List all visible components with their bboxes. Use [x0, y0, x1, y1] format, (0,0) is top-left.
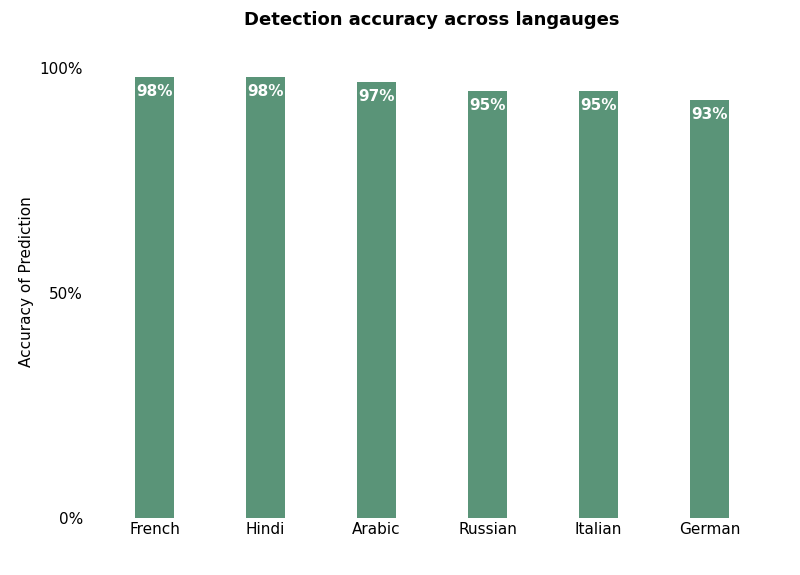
Bar	[135, 78, 174, 518]
Text: 98%: 98%	[247, 84, 284, 99]
Y-axis label: Accuracy of Prediction: Accuracy of Prediction	[19, 197, 34, 367]
Bar	[246, 78, 285, 518]
Bar	[690, 100, 729, 518]
Text: 95%: 95%	[580, 98, 617, 113]
Bar	[579, 91, 618, 518]
Text: 98%: 98%	[136, 84, 173, 99]
Bar	[468, 91, 507, 518]
Bar	[357, 82, 396, 518]
Text: 93%: 93%	[691, 106, 728, 122]
Text: 97%: 97%	[358, 89, 394, 104]
Text: 95%: 95%	[470, 98, 506, 113]
Title: Detection accuracy across langauges: Detection accuracy across langauges	[244, 11, 620, 29]
